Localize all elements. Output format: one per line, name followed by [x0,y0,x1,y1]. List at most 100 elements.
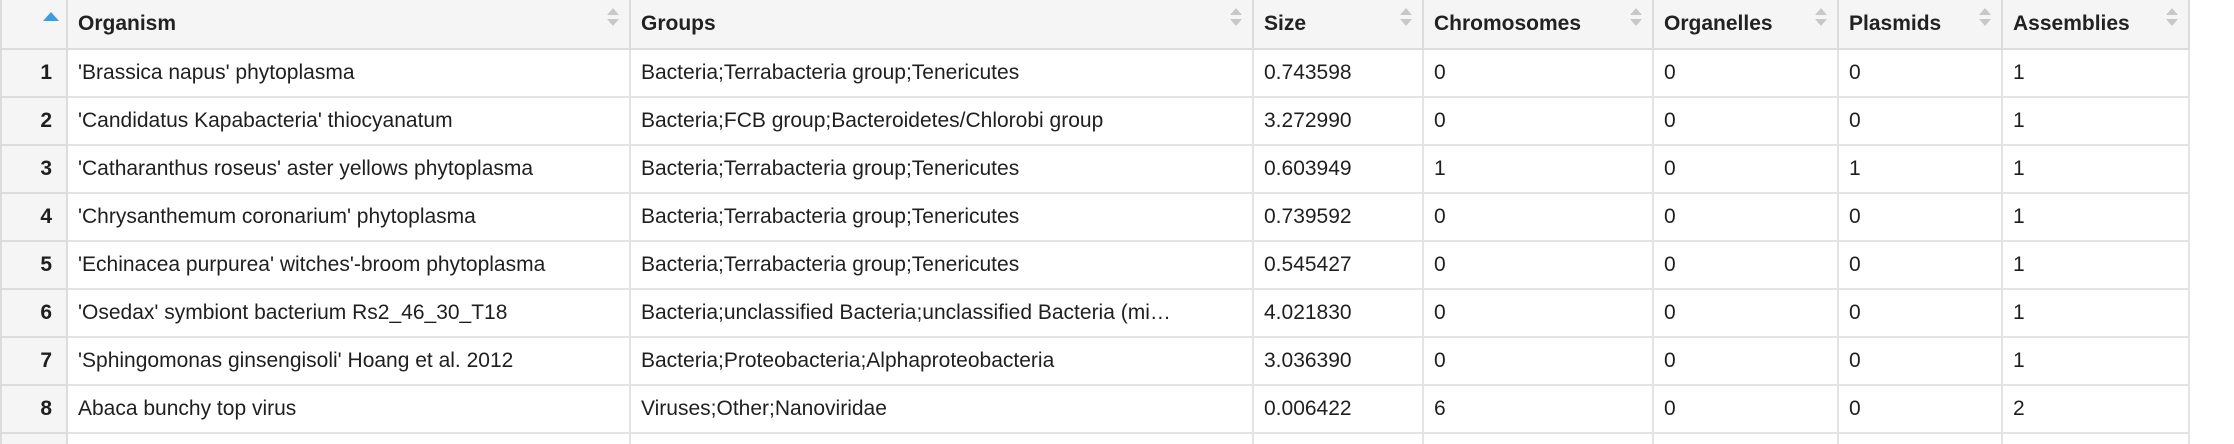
column-header-assemblies[interactable]: Assemblies [2001,0,2190,50]
cell-organelles[interactable]: 0 [1652,144,1839,194]
cell-size[interactable]: 0.603949 [1252,144,1424,194]
cell-assemblies[interactable]: 1 [2001,336,2190,386]
cell-organism[interactable]: 'Brassica napus' phytoplasma [66,48,631,98]
cell-chromosomes[interactable]: 0 [1422,240,1654,290]
table-row[interactable]: 3 'Catharanthus roseus' aster yellows ph… [0,144,2190,194]
column-header-label: Organism [78,12,177,35]
table-row[interactable]: 2 'Candidatus Kapabacteria' thiocyanatum… [0,96,2190,146]
column-header-groups[interactable]: Groups [629,0,1254,50]
table-row[interactable]: 4 'Chrysanthemum coronarium' phytoplasma… [0,192,2190,242]
cell-plasmids[interactable]: 0 [1837,336,2003,386]
cell-organism[interactable]: Abaca bunchy top virus [66,384,631,434]
table-row[interactable]: 7 'Sphingomonas ginsengisoli' Hoang et a… [0,336,2190,386]
cell-chromosomes[interactable]: 0 [1422,192,1654,242]
column-header-size[interactable]: Size [1252,0,1424,50]
cell-organelles[interactable]: 0 [1652,192,1839,242]
cell-chromosomes[interactable]: 0 [1422,336,1654,386]
cell-groups[interactable]: Bacteria;unclassified Bacteria;unclassif… [629,288,1254,338]
cell-plasmids[interactable]: 0 [1837,384,2003,434]
cell-assemblies[interactable]: 1 [2001,240,2190,290]
cell-size[interactable]: 0.545427 [1252,240,1424,290]
cell-groups[interactable]: Bacteria;Terrabacteria group;Tenericutes [629,48,1254,98]
column-header-organelles[interactable]: Organelles [1652,0,1839,50]
cell-plasmids[interactable]: 0 [1837,192,2003,242]
cell-groups[interactable]: Bacteria;Proteobacteria;Alphaproteobacte… [629,336,1254,386]
cell-organism[interactable]: 'Chrysanthemum coronarium' phytoplasma [66,192,631,242]
cell-size[interactable]: 3.036390 [1252,336,1424,386]
cell-plasmids [1837,432,2003,444]
cell-size[interactable]: 0.743598 [1252,48,1424,98]
cell-chromosomes[interactable]: 0 [1422,48,1654,98]
cell-groups[interactable]: Bacteria;Terrabacteria group;Tenericutes [629,192,1254,242]
column-header-plasmids[interactable]: Plasmids [1837,0,2003,50]
cell-groups[interactable]: Bacteria;Terrabacteria group;Tenericutes [629,240,1254,290]
cell-organism[interactable]: 'Catharanthus roseus' aster yellows phyt… [66,144,631,194]
sort-toggle-icon[interactable] [1815,8,1827,28]
cell-assemblies[interactable]: 1 [2001,96,2190,146]
cell-plasmids[interactable]: 0 [1837,240,2003,290]
cell-chromosomes[interactable]: 0 [1422,96,1654,146]
row-index: 6 [0,288,68,338]
cell-groups[interactable]: Bacteria;FCB group;Bacteroidetes/Chlorob… [629,96,1254,146]
cell-organism[interactable]: 'Osedax' symbiont bacterium Rs2_46_30_T1… [66,288,631,338]
cell-organism[interactable]: 'Candidatus Kapabacteria' thiocyanatum [66,96,631,146]
row-index: 7 [0,336,68,386]
table-row[interactable]: 8 Abaca bunchy top virus Viruses;Other;N… [0,384,2190,434]
column-header-label: Assemblies [2013,12,2130,35]
cell-size [1252,432,1424,444]
sort-toggle-icon[interactable] [607,8,619,28]
cell-organelles[interactable]: 0 [1652,384,1839,434]
table-row[interactable]: 6 'Osedax' symbiont bacterium Rs2_46_30_… [0,288,2190,338]
cell-groups [629,432,1254,444]
cell-assemblies[interactable]: 1 [2001,48,2190,98]
row-index [0,432,68,444]
cell-groups[interactable]: Viruses;Other;Nanoviridae [629,384,1254,434]
cell-chromosomes[interactable]: 6 [1422,384,1654,434]
cell-plasmids[interactable]: 0 [1837,96,2003,146]
cell-organism[interactable]: 'Echinacea purpurea' witches'-broom phyt… [66,240,631,290]
cell-size[interactable]: 0.006422 [1252,384,1424,434]
column-header-label: Size [1264,12,1307,35]
cell-plasmids[interactable]: 1 [1837,144,2003,194]
table-row[interactable]: 5 'Echinacea purpurea' witches'-broom ph… [0,240,2190,290]
cell-organelles[interactable]: 0 [1652,336,1839,386]
column-header-chromosomes[interactable]: Chromosomes [1422,0,1654,50]
cell-assemblies[interactable]: 1 [2001,192,2190,242]
table-row-partial [0,432,2190,444]
sort-toggle-icon[interactable] [1230,8,1242,28]
column-header-organism[interactable]: Organism [66,0,631,50]
cell-organelles[interactable]: 0 [1652,240,1839,290]
cell-size[interactable]: 0.739592 [1252,192,1424,242]
cell-groups[interactable]: Bacteria;Terrabacteria group;Tenericutes [629,144,1254,194]
column-header-label: Chromosomes [1434,12,1582,35]
sort-toggle-icon[interactable] [1400,8,1412,28]
cell-chromosomes[interactable]: 1 [1422,144,1654,194]
cell-chromosomes[interactable]: 0 [1422,288,1654,338]
cell-assemblies[interactable]: 2 [2001,384,2190,434]
cell-assemblies[interactable]: 1 [2001,288,2190,338]
sort-toggle-icon[interactable] [1979,8,1991,28]
column-header-index[interactable] [0,0,68,50]
column-header-label: Organelles [1664,12,1773,35]
cell-size[interactable]: 3.272990 [1252,96,1424,146]
column-header-label: Plasmids [1849,12,1942,35]
cell-assemblies[interactable]: 1 [2001,144,2190,194]
table-row[interactable]: 1 'Brassica napus' phytoplasma Bacteria;… [0,48,2190,98]
row-index: 3 [0,144,68,194]
row-index: 1 [0,48,68,98]
cell-plasmids[interactable]: 0 [1837,288,2003,338]
cell-organelles[interactable]: 0 [1652,288,1839,338]
row-index: 8 [0,384,68,434]
cell-size[interactable]: 4.021830 [1252,288,1424,338]
sort-toggle-icon[interactable] [1630,8,1642,28]
sort-ascending-icon[interactable] [43,12,59,21]
cell-plasmids[interactable]: 0 [1837,48,2003,98]
column-header-label: Groups [641,12,716,35]
row-index: 5 [0,240,68,290]
sort-toggle-icon[interactable] [2166,8,2178,28]
cell-organism[interactable]: 'Sphingomonas ginsengisoli' Hoang et al.… [66,336,631,386]
cell-organelles[interactable]: 0 [1652,96,1839,146]
cell-organelles[interactable]: 0 [1652,48,1839,98]
